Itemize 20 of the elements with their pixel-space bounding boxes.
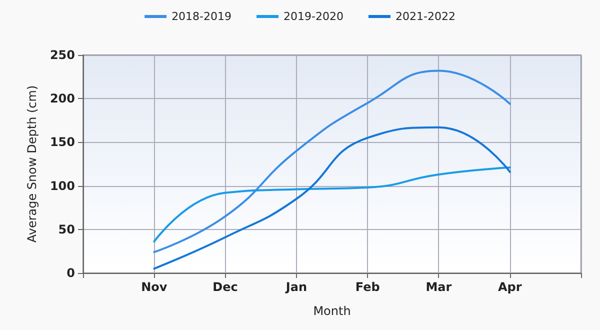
x-tick-label: Mar (426, 280, 452, 294)
line-series (153, 70, 511, 254)
y-axis-title: Average Snow Depth (cm) (25, 85, 39, 243)
x-tick-label: Apr (498, 280, 522, 294)
line-series (153, 166, 511, 243)
y-tick-label: 250 (50, 48, 75, 62)
y-tick-label: 50 (58, 222, 75, 236)
x-tick-label: Jan (284, 280, 307, 294)
line-series (153, 126, 511, 270)
x-tick-label: Feb (355, 280, 380, 294)
x-tick-label: Nov (141, 280, 168, 294)
x-tick-label: Dec (212, 280, 238, 294)
legend-label: 2019-2020 (284, 10, 344, 23)
y-tick-label: 150 (50, 135, 75, 150)
legend-label: 2018-2019 (172, 10, 232, 23)
y-tick-label: 100 (50, 178, 75, 193)
y-tick-label: 200 (50, 92, 75, 106)
y-tick-label: 0 (66, 266, 75, 280)
x-axis-title: Month (313, 304, 351, 318)
legend-label: 2021-2022 (395, 10, 456, 23)
